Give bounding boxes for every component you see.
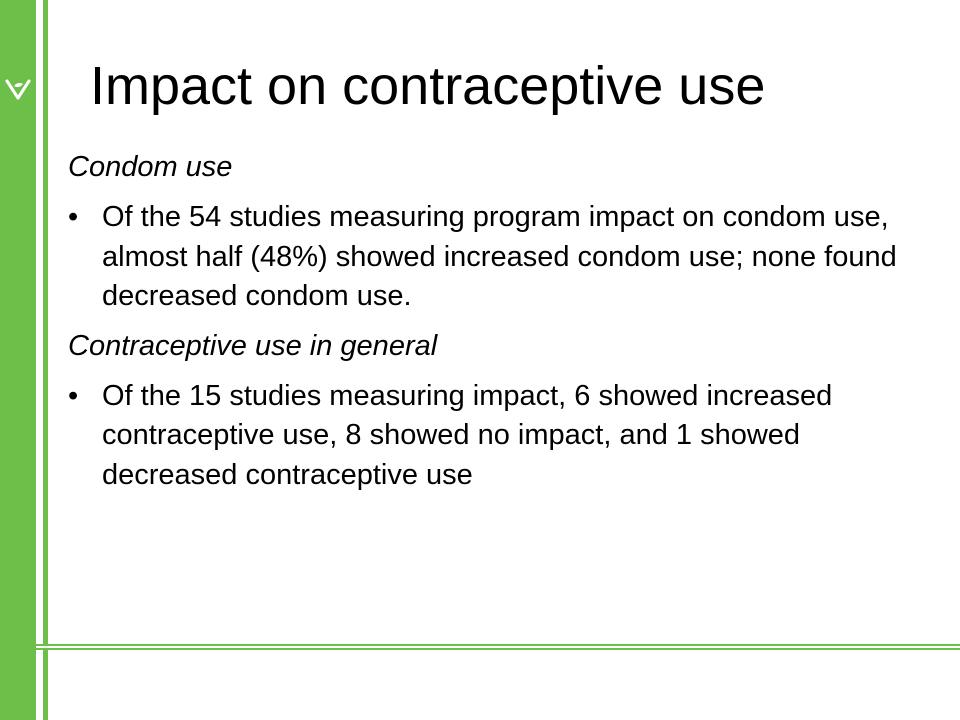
left-accent-bar bbox=[0, 0, 36, 720]
heart-leaf-icon bbox=[5, 79, 31, 100]
slide-title: Impact on contraceptive use bbox=[90, 56, 766, 116]
slide-content: Condom use • Of the 54 studies measuring… bbox=[68, 144, 928, 501]
bullet-condom-use: • Of the 54 studies measuring program im… bbox=[68, 198, 928, 317]
left-accent-line bbox=[43, 0, 48, 720]
bullet-glyph: • bbox=[68, 379, 79, 412]
bullet-contraceptive-use: • Of the 15 studies measuring impact, 6 … bbox=[68, 377, 928, 496]
bullet-text: Of the 54 studies measuring program impa… bbox=[102, 201, 897, 312]
bullet-text: Of the 15 studies measuring impact, 6 sh… bbox=[102, 379, 833, 491]
bullet-glyph: • bbox=[68, 201, 79, 233]
bottom-divider bbox=[36, 644, 960, 650]
section-heading-condom-use: Condom use bbox=[68, 151, 233, 183]
section-heading-contraceptive-use: Contraceptive use in general bbox=[68, 329, 438, 362]
